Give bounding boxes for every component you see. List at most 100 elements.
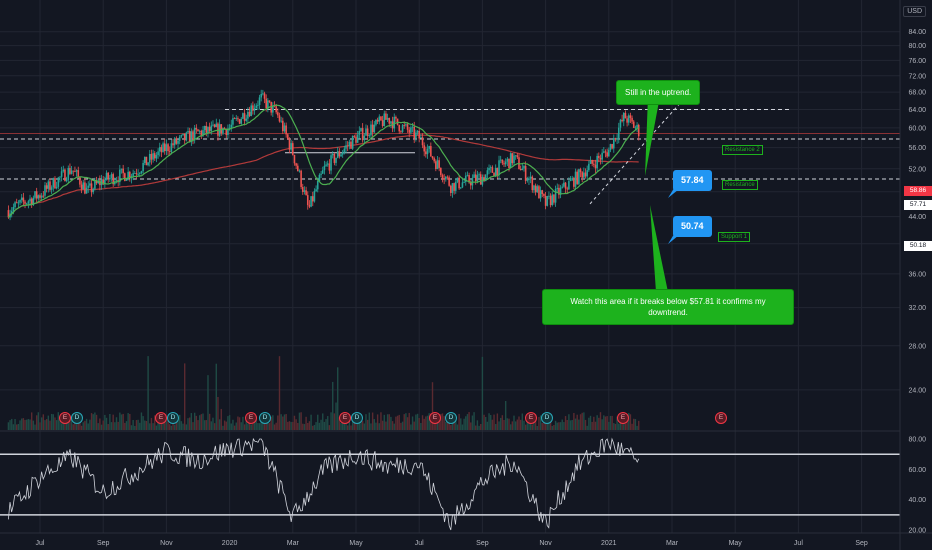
candle-body [458,177,460,189]
price-tick-label: 56.00 [908,145,926,152]
earnings-marker[interactable]: E [429,412,441,424]
volume-bar [258,423,261,430]
volume-bar [112,414,114,430]
support1-label[interactable]: Support 1 [718,232,751,242]
candle-body [283,125,286,132]
candle-body [624,112,627,119]
volume-bar [277,415,279,430]
volume-bar [17,423,20,430]
volume-bar [611,415,613,430]
price-tick-label: 24.00 [908,387,926,394]
candle-body [554,188,557,203]
volume-bar [134,425,136,430]
candle-body [135,173,138,175]
candle-body [396,118,399,125]
resistance2-label[interactable]: Resistance 2 [722,145,763,155]
candle-body [143,156,146,163]
volume-bar [554,420,557,430]
target-upper-callout[interactable]: 57.84 [673,170,712,191]
volume-bar [588,417,590,430]
candle-body [170,143,173,152]
candle-body [576,171,578,184]
uptrend-callout[interactable]: Still in the uptrend. [616,80,701,105]
earnings-marker[interactable]: E [339,412,351,424]
price-axis: 84.00 80.00 76.00 72.00 68.00 64.00 60.00 56.00… [908,29,926,394]
candle-body [285,125,287,135]
dividend-marker[interactable]: D [71,412,83,424]
volume-bar [391,421,394,430]
volume-bar [460,418,462,430]
dividend-marker[interactable]: D [259,412,271,424]
volume-bar [179,414,181,430]
candle-body [272,105,274,113]
candle-body [203,125,206,131]
candle-body [361,128,364,141]
candle-body [531,176,534,191]
candlesticks [7,89,640,221]
candle-body [398,124,401,132]
candle-body [514,155,517,157]
candle-body [222,128,224,134]
candle-body [325,164,327,166]
dividend-marker[interactable]: D [445,412,457,424]
candle-body [298,170,301,172]
time-tick-label: Jul [794,540,803,547]
volume-bar [233,425,236,430]
volume-bar [341,420,344,430]
earnings-marker[interactable]: E [245,412,257,424]
candle-body [210,125,213,131]
candle-body [228,127,231,129]
earnings-marker[interactable]: E [715,412,727,424]
volume-bar [144,420,146,430]
earnings-marker[interactable]: E [59,412,71,424]
volume-bar [531,424,533,430]
volume-bar [340,422,342,430]
currency-label[interactable]: USD [903,6,926,17]
volume-bar [579,414,582,430]
volume-bar [466,414,469,430]
candle-body [483,176,485,182]
volume-bar [29,419,31,430]
earnings-marker[interactable]: E [155,412,167,424]
volume-bar [636,425,638,430]
volume-bar [601,419,603,430]
level-a-badge: 57.71 [904,200,932,210]
candle-body [257,105,259,106]
dividend-marker[interactable]: D [167,412,179,424]
candle-body [466,175,469,176]
earnings-marker[interactable]: E [525,412,537,424]
volume-bar [536,425,538,430]
candle-body [153,153,156,159]
volume-bar [104,414,106,430]
volume-bar [589,415,592,430]
candle-body [99,180,101,186]
volume-bar [629,414,632,430]
trendline-dashed [589,91,691,205]
candle-body [370,124,372,136]
volume-bar [398,414,400,430]
candle-body [310,196,312,207]
candle-body [415,132,417,139]
volume-bar [358,422,361,430]
time-tick-label: Jul [415,540,424,547]
resistance-label[interactable]: Resistance [722,180,758,190]
volume-bar [72,424,74,430]
target-lower-callout[interactable]: 50.74 [673,216,712,237]
earnings-marker[interactable]: E [617,412,629,424]
candle-body [265,98,267,109]
dividend-marker[interactable]: D [541,412,553,424]
candle-body [177,140,179,144]
rsi-tick-label: 80.00 [908,437,926,444]
candle-body [308,205,311,207]
dividend-marker[interactable]: D [351,412,363,424]
volume-bar [155,425,158,430]
volume-bar [202,413,204,430]
price-tick-label: 84.00 [908,29,926,36]
candle-body [301,186,304,192]
candle-body [158,147,161,152]
volume-bar [237,416,239,430]
candle-body [438,160,440,168]
downtrend-callout[interactable]: Watch this area if it breaks below $57.8… [542,289,794,325]
candle-body [197,129,199,132]
